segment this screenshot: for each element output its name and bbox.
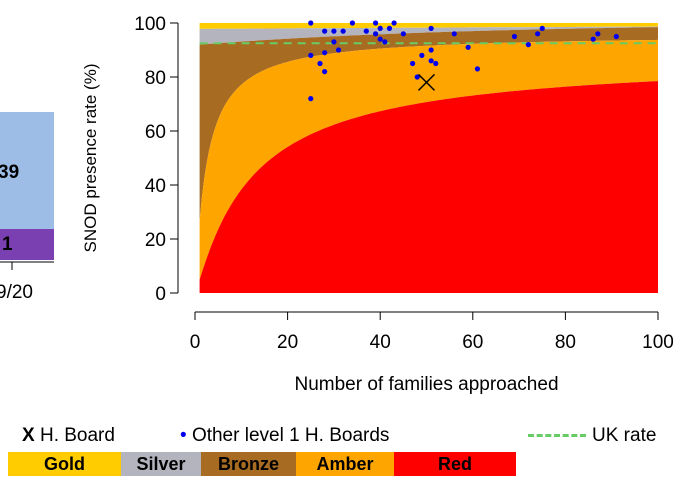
y-tick-label: 80 (145, 68, 166, 89)
other-board-point (539, 25, 545, 31)
band-bronze (199, 27, 658, 221)
other-board-point (391, 20, 397, 26)
y-axis-label: SNOD presence rate (%) (81, 64, 100, 253)
other-board-point (382, 39, 388, 45)
x-tick-label: 0 (190, 332, 201, 353)
left-bar-segment-bottom (0, 229, 54, 260)
band-legend-red: Red (394, 452, 516, 476)
other-board-point (428, 47, 434, 53)
other-board-point (340, 28, 346, 34)
band-silver (199, 26, 658, 45)
other-board-point (308, 20, 314, 26)
legend-uk: UK rate (528, 424, 656, 448)
other-board-point (590, 36, 596, 42)
x-tick-label: 100 (642, 332, 674, 353)
other-board-point (308, 52, 314, 59)
main-plot: 0 20 40 60 80 100 0 20 40 60 80 100 SNOD presence r… (81, 14, 674, 395)
other-board-point (363, 28, 369, 34)
band-legend-bronze: Bronze (201, 452, 296, 476)
other-board-point (377, 25, 383, 31)
band-legend-silver: Silver (121, 452, 201, 476)
left-x-tick-label: 9/20 (0, 282, 33, 303)
other-board-point (419, 52, 425, 59)
band-red (199, 81, 658, 293)
legend-board: X H. Board (22, 424, 115, 448)
y-tick-label: 60 (145, 122, 166, 143)
other-board-point (322, 28, 328, 34)
other-board-point (317, 60, 323, 67)
legend-dash-icon (528, 434, 586, 438)
other-board-point (349, 20, 356, 26)
legend-other-label: Other level 1 H. Boards (191, 425, 390, 446)
band-legend-amber: Amber (296, 452, 394, 476)
other-board-point (613, 33, 619, 40)
other-board-point (331, 28, 337, 34)
other-board-point (377, 36, 383, 42)
y-tick-label: 100 (134, 14, 166, 35)
x-tick-label: 40 (370, 332, 391, 353)
performance-bands (199, 23, 658, 293)
other-board-point (322, 50, 328, 56)
x-tick-label: 60 (462, 332, 483, 353)
other-board-point (595, 31, 601, 37)
other-board-point (474, 66, 481, 72)
other-board-point (451, 31, 457, 37)
other-board-point (386, 25, 393, 31)
left-clipped-chart: 39 1 9/20 (0, 112, 54, 303)
other-board-point (335, 47, 342, 53)
y-tick-label: 40 (145, 176, 166, 197)
other-board-point (511, 33, 518, 40)
legend-x-marker: X (22, 425, 35, 446)
other-boards-points (308, 20, 619, 102)
x-tick-label: 80 (555, 332, 576, 353)
left-bar-top-label: 39 (0, 162, 19, 183)
legend-row: X H. Board • Other level 1 H. Boards UK … (0, 424, 682, 448)
legend-other: • Other level 1 H. Boards (180, 424, 389, 448)
band-legend: Gold Silver Bronze Amber Red (8, 452, 516, 476)
x-axis-label: Number of families approached (294, 374, 558, 395)
band-amber (199, 39, 658, 280)
other-board-point (372, 31, 379, 37)
other-board-point (535, 31, 541, 37)
highlight-x-stroke (417, 73, 436, 91)
axes: 0 20 40 60 80 100 0 20 40 60 80 100 (134, 14, 674, 353)
y-tick-label: 20 (145, 230, 166, 251)
other-board-point (331, 39, 337, 45)
x-tick-label: 20 (277, 332, 298, 353)
other-board-point (428, 25, 434, 31)
left-bar-bottom-label: 1 (2, 234, 13, 255)
legend-dot-icon: • (180, 425, 187, 446)
band-gold (199, 23, 658, 29)
other-board-point (525, 42, 531, 48)
legend-uk-label: UK rate (592, 425, 657, 446)
other-board-point (433, 60, 439, 67)
other-board-point (400, 31, 406, 37)
left-bar-segment-top (0, 112, 54, 229)
highlight-board-marker (417, 73, 436, 91)
other-board-point (410, 60, 416, 67)
band-legend-gold: Gold (8, 452, 121, 476)
other-board-point (465, 44, 471, 50)
other-board-point (322, 69, 328, 75)
other-board-point (372, 20, 379, 26)
y-tick-label: 0 (155, 284, 166, 305)
legend-board-label: H. Board (39, 425, 115, 446)
other-board-point (308, 96, 314, 102)
other-board-point (428, 58, 434, 64)
other-board-point (414, 74, 420, 80)
